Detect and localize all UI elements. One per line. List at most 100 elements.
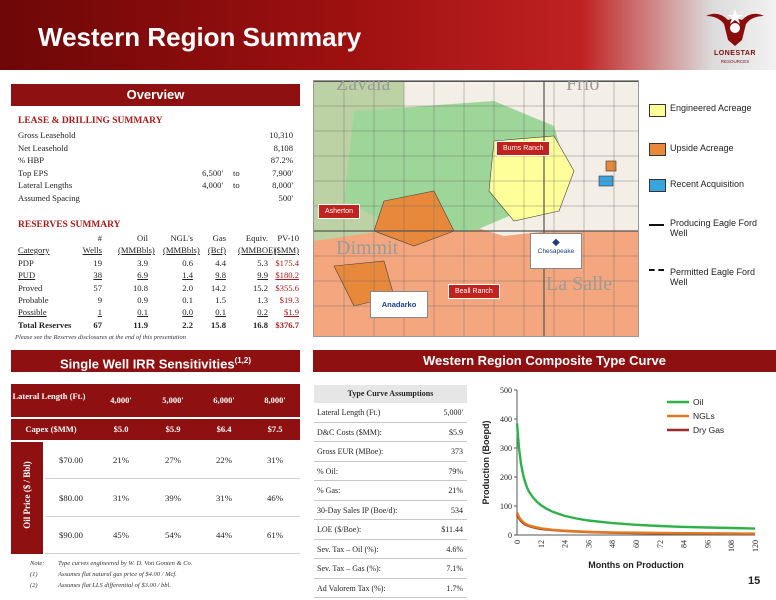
irr-side-label-box: Oil Price ($ / Bbl) (11, 442, 43, 554)
irr-capex-val2: $5.9 (165, 424, 181, 434)
tc-row-value: 5,000' (443, 408, 463, 417)
map-label-frio: Frio (566, 80, 600, 95)
legend-upside: Upside Acreage (670, 143, 734, 153)
irr-note-text: Assumes flat natural gas price of $4.00 … (58, 571, 177, 578)
lease-heading: LEASE & DRILLING SUMMARY (18, 116, 163, 126)
tc-row-label: Sev. Tax – Oil (%): (317, 544, 379, 554)
tc-row-value: 4.6% (446, 544, 463, 554)
irr-note-text: Type curves engineered by W. D. Von Gont… (58, 560, 193, 567)
y-tick-label: 400 (500, 415, 512, 424)
tc-row-value: 7.1% (446, 564, 463, 573)
legend-label-ngls: NGLs (693, 411, 715, 421)
lease-value: 500' (278, 192, 293, 203)
reserves-cell: 9.8 (215, 270, 226, 281)
irr-value: 31% (267, 455, 283, 465)
reserves-cell: 6.9 (137, 270, 148, 281)
irr-price: $80.00 (59, 492, 83, 503)
header-banner: Western Region Summary LONESTAR RESOURCE… (0, 0, 776, 70)
irr-header-row: Lateral Length (Ft.) 4,000' 5,000' 6,000… (11, 384, 300, 417)
irr-value: 61% (267, 530, 283, 540)
reserves-cell: $1.9 (283, 307, 299, 318)
tc-row-value: 534 (451, 505, 463, 515)
x-tick-label: 72 (656, 540, 665, 548)
tc-row-label: % Gas: (317, 486, 341, 495)
legend-recent: Recent Acquisition (670, 179, 745, 189)
reserves-cell: 4.4 (215, 258, 226, 268)
reserves-cell: 0.2 (257, 307, 268, 318)
page-number: 15 (748, 575, 761, 587)
irr-capex-val4: $7.5 (267, 424, 283, 434)
reserves-header-cell: Category (18, 245, 50, 255)
x-tick-label: 108 (727, 540, 736, 552)
irr-note-key: Note: (30, 560, 45, 567)
tc-row-label: Sev. Tax – Gas (%): (317, 564, 381, 573)
x-tick-label: 0 (513, 540, 522, 544)
lease-value: 87.2% (270, 155, 293, 165)
map-label-la-salle: La Salle (546, 273, 613, 295)
irr-row: $70.00 21% 27% 22% 31% (45, 442, 300, 479)
chesapeake-logo: ◆ Chesapeake (530, 233, 582, 269)
y-tick-label: 300 (500, 444, 512, 453)
reserves-cell: 0.1 (215, 307, 226, 318)
reserves-header-cell: (MMBbls) (118, 245, 155, 255)
x-tick-label: 60 (632, 540, 641, 548)
tc-title: Type Curve Assumptions (314, 385, 467, 403)
producing-well-line-icon (649, 224, 664, 226)
irr-footnote-ref: (1,2) (234, 356, 252, 365)
legend-producing: Producing Eagle Ford Well (670, 218, 758, 238)
irr-value: 39% (165, 492, 181, 503)
permitted-well-dash-icon (649, 269, 664, 271)
typecurve-section-header: Western Region Composite Type Curve (313, 350, 776, 372)
region-map[interactable]: Zavala Frio Dimmit La Salle Burns Ranch … (313, 80, 639, 337)
tc-row-label: Lateral Length (Ft.) (317, 408, 381, 417)
irr-value: 45% (113, 530, 129, 540)
chesapeake-logo-text: Chesapeake (537, 248, 575, 255)
lease-value: 8,108 (273, 142, 293, 153)
callout-asherton[interactable]: Asherton (318, 204, 361, 219)
tc-row-value: 79% (448, 466, 463, 476)
overview-panel: LEASE & DRILLING SUMMARY Gross Leasehold… (15, 113, 300, 343)
irr-row: $90.00 45% 54% 44% 61% (45, 517, 300, 554)
logo-wordmark: LONESTAR (714, 50, 756, 57)
reserves-cell: $180.2 (275, 270, 299, 281)
y-axis-title: Production (Boepd) (481, 421, 491, 505)
irr-header-col3: 6,000' (213, 395, 235, 405)
reserves-cell: 11.9 (133, 319, 148, 330)
reserves-cell: 15.8 (210, 319, 226, 330)
reserves-cell: $355.6 (275, 282, 299, 293)
y-tick-label: 0 (508, 531, 512, 540)
tc-rows: Lateral Length (Ft.) 5,000' D&C Costs ($MM… (314, 403, 467, 598)
irr-header-col4: 8,000' (264, 395, 286, 405)
callout-beall-ranch[interactable]: Beall Ranch (448, 284, 500, 299)
tc-row: Lateral Length (Ft.) 5,000' (314, 403, 467, 423)
lease-value: 10,310 (269, 130, 293, 140)
y-tick-label: 100 (500, 502, 512, 511)
reserves-row: Probable 9 0.9 0.1 1.5 1.3 $19.3 (18, 294, 299, 307)
lease-row: Net Leasehold 8,108 (18, 143, 293, 155)
reserves-cell: 0.1 (137, 307, 148, 318)
lease-label: Net Leasehold (18, 142, 68, 153)
x-axis-title: Months on Production (588, 560, 683, 570)
reserves-cell: 2.0 (182, 282, 193, 293)
legend-label-dry-gas: Dry Gas (693, 425, 724, 435)
legend-permitted: Permitted Eagle Ford Well (670, 267, 756, 287)
lease-to: to (233, 180, 240, 190)
irr-value: 21% (113, 455, 129, 465)
lease-from: 6,500' (202, 167, 223, 178)
lease-row: Assumed Spacing 500' (18, 193, 293, 205)
reserves-cell: 14.2 (210, 282, 226, 293)
bull-skull-icon (706, 9, 764, 46)
reserves-header-cell: Oil (137, 233, 148, 243)
reserves-cell: Probable (18, 294, 49, 305)
page-title: Western Region Summary (38, 22, 362, 52)
irr-note-text: Assumes flat LLS differential of $3.00 /… (58, 582, 171, 589)
tc-row-value: 373 (451, 447, 463, 456)
irr-section-title: Single Well IRR Sensitivities (59, 356, 235, 372)
callout-burns-ranch[interactable]: Burns Ranch (496, 141, 551, 156)
tc-row: Gross EUR (MBoe): 373 (314, 442, 467, 462)
irr-header-col1: 4,000' (110, 395, 132, 405)
lease-label: % HBP (18, 155, 45, 165)
reserves-cell: 1 (97, 307, 102, 318)
reserves-row: Total Reserves 67 11.9 2.2 15.8 16.8 $376.7 (18, 319, 299, 332)
irr-value: 54% (165, 530, 181, 540)
